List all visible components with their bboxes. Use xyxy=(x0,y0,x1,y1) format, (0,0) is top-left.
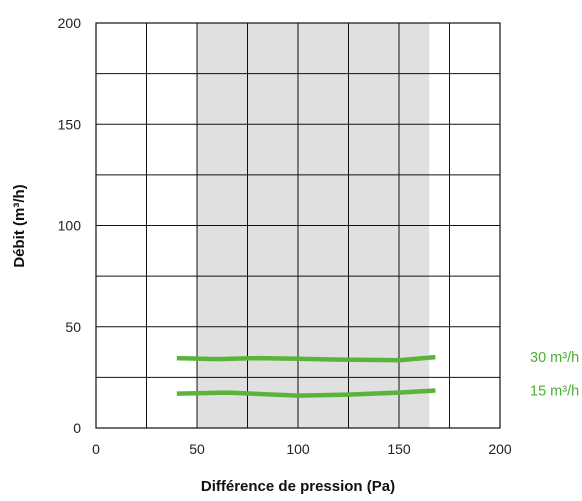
series-lines xyxy=(176,354,436,398)
x-axis-title: Différence de pression (Pa) xyxy=(201,478,395,495)
series-line-2 xyxy=(176,388,436,398)
x-tick-label: 50 xyxy=(189,441,205,457)
x-tick-label: 200 xyxy=(488,441,512,457)
y-tick-label: 150 xyxy=(58,116,82,132)
y-tick-label: 200 xyxy=(58,15,82,31)
x-tick-label: 0 xyxy=(92,441,100,457)
series-label-2: 15 m³/h xyxy=(530,384,579,400)
y-axis-ticks: 0 50 100 150 200 xyxy=(58,15,82,436)
y-tick-label: 100 xyxy=(58,218,82,234)
series-label-1: 30 m³/h xyxy=(530,350,579,366)
x-tick-label: 100 xyxy=(286,441,310,457)
x-axis-ticks: 0 50 100 150 200 xyxy=(92,441,512,457)
series-labels: 30 m³/h 15 m³/h xyxy=(530,350,579,399)
plot-frame xyxy=(95,22,501,429)
y-axis-title: Débit (m³/h) xyxy=(11,184,28,267)
series-line-1 xyxy=(176,354,436,363)
y-tick-label: 0 xyxy=(73,420,81,436)
x-tick-label: 150 xyxy=(387,441,411,457)
grid xyxy=(95,22,501,429)
y-tick-label: 50 xyxy=(65,319,81,335)
